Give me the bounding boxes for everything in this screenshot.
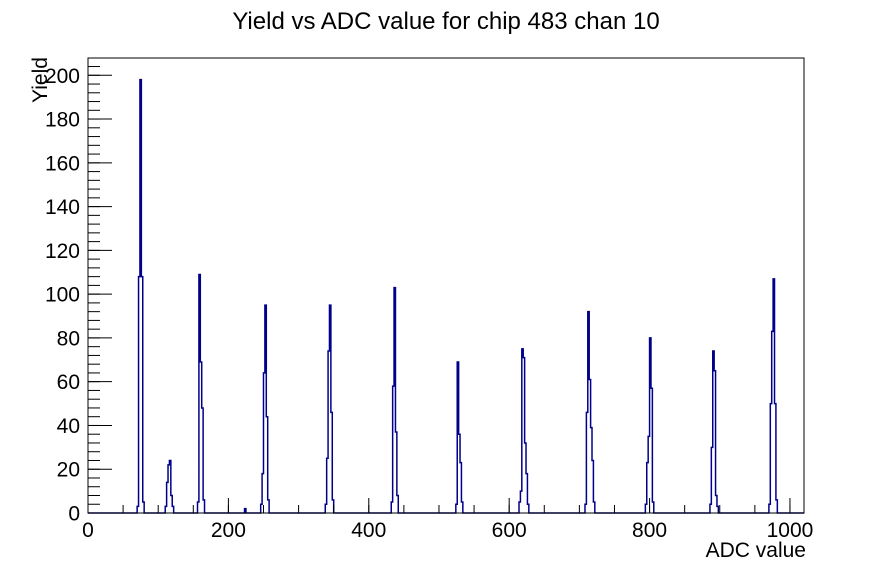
y-tick-label: 180 (45, 109, 80, 132)
y-tick-label: 100 (45, 284, 80, 307)
plot-frame (87, 57, 805, 514)
x-tick-label: 200 (211, 519, 246, 542)
x-axis-title: ADC value (706, 539, 806, 562)
y-tick-label: 0 (68, 503, 80, 526)
axis-tick-labels: 0 200 400 600 800 1000 0 20 40 60 80 100 120 140 160 18… (45, 65, 813, 542)
y-tick-label: 80 (57, 327, 80, 350)
y-tick-label: 160 (45, 152, 80, 175)
x-tick-label: 1000 (767, 519, 814, 542)
x-tick-label: 0 (82, 519, 94, 542)
x-tick-label: 800 (632, 519, 667, 542)
histogram-line (88, 78, 804, 514)
y-tick-label: 120 (45, 240, 80, 263)
y-tick-label: 60 (57, 371, 80, 394)
axis-ticks (87, 66, 791, 514)
y-tick-label: 40 (57, 415, 80, 438)
y-tick-label: 20 (57, 459, 80, 482)
y-axis-title: Yield (29, 57, 52, 103)
chart-title: Yield vs ADC value for chip 483 chan 10 (232, 8, 659, 35)
x-tick-label: 600 (492, 519, 527, 542)
y-tick-label: 200 (45, 65, 80, 88)
y-tick-label: 140 (45, 196, 80, 219)
x-tick-label: 400 (351, 519, 386, 542)
